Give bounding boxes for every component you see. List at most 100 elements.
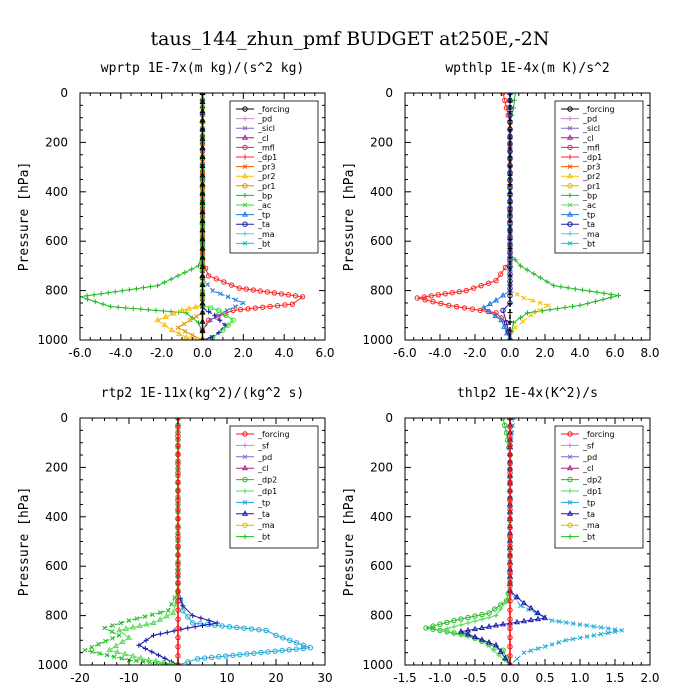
data-point bbox=[507, 310, 513, 316]
data-point bbox=[451, 624, 457, 630]
data-point bbox=[428, 293, 434, 299]
data-point bbox=[161, 279, 167, 285]
data-point bbox=[119, 638, 126, 644]
series-group bbox=[82, 418, 313, 665]
data-point bbox=[108, 304, 114, 310]
data-point bbox=[109, 635, 115, 641]
data-point bbox=[175, 570, 181, 577]
series-ta bbox=[457, 418, 549, 665]
legend-box bbox=[554, 100, 644, 254]
legend-marker bbox=[242, 164, 248, 169]
legend-marker bbox=[242, 231, 248, 237]
data-point bbox=[162, 655, 168, 661]
legend-marker bbox=[567, 144, 573, 151]
data-point bbox=[157, 631, 163, 637]
series-line bbox=[156, 93, 203, 340]
legend-label: _cl bbox=[582, 464, 594, 473]
data-point bbox=[234, 624, 240, 631]
data-point bbox=[118, 620, 124, 626]
x-tick-label: -0.5 bbox=[463, 671, 486, 685]
data-point bbox=[493, 278, 499, 284]
data-point bbox=[178, 626, 184, 632]
data-point bbox=[507, 424, 513, 430]
legend-marker bbox=[567, 442, 573, 448]
data-point bbox=[520, 599, 528, 606]
legend-label: _bt bbox=[257, 533, 270, 542]
data-point bbox=[507, 145, 513, 151]
data-point bbox=[133, 658, 139, 664]
data-point bbox=[507, 282, 513, 288]
legend-label: _pd bbox=[582, 453, 597, 462]
legend-marker bbox=[242, 522, 248, 528]
data-point bbox=[214, 620, 220, 626]
data-point bbox=[155, 652, 161, 658]
y-tick-label: 0 bbox=[385, 411, 393, 425]
x-tick-label: 0.0 bbox=[500, 346, 519, 360]
legend-marker bbox=[566, 510, 574, 516]
data-point bbox=[520, 617, 528, 624]
data-point bbox=[199, 254, 206, 260]
data-point bbox=[142, 614, 148, 619]
data-point bbox=[133, 286, 139, 292]
data-point bbox=[241, 625, 247, 631]
legend-label: _dp2 bbox=[257, 476, 277, 485]
data-point bbox=[471, 625, 479, 632]
x-tick-label: 10 bbox=[219, 671, 234, 685]
data-point bbox=[499, 292, 507, 298]
data-point bbox=[292, 293, 299, 299]
data-point bbox=[199, 217, 206, 224]
data-point bbox=[507, 634, 513, 641]
legend-label: _bp bbox=[257, 191, 272, 200]
legend-label: _forcing bbox=[257, 430, 290, 439]
data-point bbox=[600, 296, 606, 302]
data-point bbox=[199, 153, 206, 160]
legend-label: _sicl bbox=[257, 124, 275, 133]
data-point bbox=[592, 298, 598, 304]
data-point bbox=[558, 284, 564, 290]
data-point bbox=[442, 291, 448, 297]
legend-label: _forcing bbox=[582, 430, 615, 439]
data-point bbox=[265, 649, 271, 655]
data-point bbox=[463, 287, 469, 294]
legend-label: _tp bbox=[582, 498, 595, 507]
data-point bbox=[507, 552, 513, 558]
data-point bbox=[287, 637, 293, 643]
data-point bbox=[457, 628, 465, 634]
data-point bbox=[165, 608, 171, 614]
legend-marker bbox=[566, 211, 574, 217]
legend: _forcing_pd_sicl_cl_mfl_dp1_pr3_pr2_pr1_… bbox=[229, 100, 319, 254]
data-point bbox=[168, 660, 174, 665]
data-point bbox=[208, 317, 214, 323]
legend-label: _ma bbox=[582, 230, 600, 239]
series-line bbox=[80, 93, 203, 340]
data-point bbox=[507, 525, 513, 531]
legend-marker bbox=[567, 534, 573, 540]
series-bp bbox=[80, 93, 205, 340]
data-point bbox=[507, 300, 513, 306]
data-point bbox=[194, 314, 199, 319]
legend-marker bbox=[242, 476, 248, 483]
panel-4: thlp2 1E-4x(K^2)/s Pressure [hPa] -1.5 -1.0… bbox=[342, 386, 660, 685]
data-point bbox=[535, 646, 541, 651]
data-point bbox=[160, 658, 167, 665]
data-point bbox=[158, 610, 163, 615]
y-tick-label: 0 bbox=[60, 411, 68, 425]
panel-title: wpthlp 1E-4x(m K)/s^2 bbox=[445, 61, 609, 76]
data-point bbox=[437, 627, 443, 633]
data-point bbox=[189, 266, 195, 272]
legend-label: _pd bbox=[257, 453, 272, 462]
data-point bbox=[175, 461, 181, 467]
data-point bbox=[437, 621, 443, 627]
data-point bbox=[430, 623, 436, 629]
data-point bbox=[156, 616, 164, 622]
data-point bbox=[587, 288, 593, 294]
data-point bbox=[469, 306, 476, 312]
legend-label: _tp bbox=[257, 498, 270, 507]
legend-label: _bt bbox=[582, 533, 595, 542]
data-point bbox=[226, 624, 233, 630]
data-point bbox=[205, 273, 212, 279]
data-point bbox=[175, 488, 181, 494]
data-point bbox=[507, 570, 513, 577]
data-point bbox=[451, 617, 457, 624]
legend-marker bbox=[567, 522, 573, 528]
